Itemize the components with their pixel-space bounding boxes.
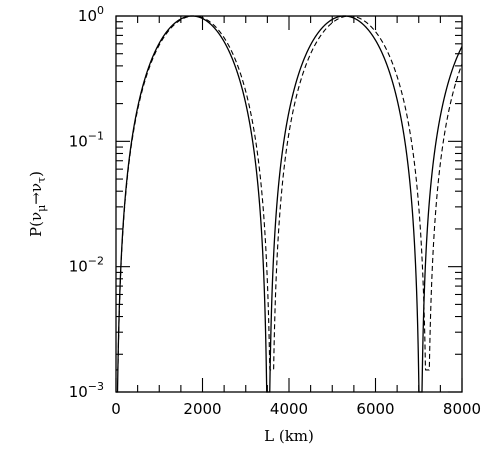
tick-labels-layer: 0 2000 4000 6000 8000 10−3 10−2 10−1 100 xyxy=(69,4,481,418)
x-axis-title: L (km) xyxy=(264,427,314,445)
series-line-dashed xyxy=(116,15,463,371)
y-tick-label: 100 xyxy=(78,4,104,25)
curves-layer xyxy=(116,15,463,393)
x-tick-label: 8000 xyxy=(443,400,481,418)
x-tick-label: 6000 xyxy=(356,400,394,418)
y-tick-label: 10−1 xyxy=(69,129,104,150)
ticks-layer xyxy=(115,15,463,393)
y-tick-label: 10−2 xyxy=(69,255,104,276)
x-tick-label: 4000 xyxy=(270,400,308,418)
x-tick-label: 0 xyxy=(111,400,121,418)
plot-frame xyxy=(115,15,463,393)
x-tick-label: 2000 xyxy=(183,400,221,418)
y-tick-label: 10−3 xyxy=(69,380,104,401)
series-line-solid xyxy=(116,15,463,393)
y-axis-title: P(νμ→ντ) xyxy=(27,171,48,237)
